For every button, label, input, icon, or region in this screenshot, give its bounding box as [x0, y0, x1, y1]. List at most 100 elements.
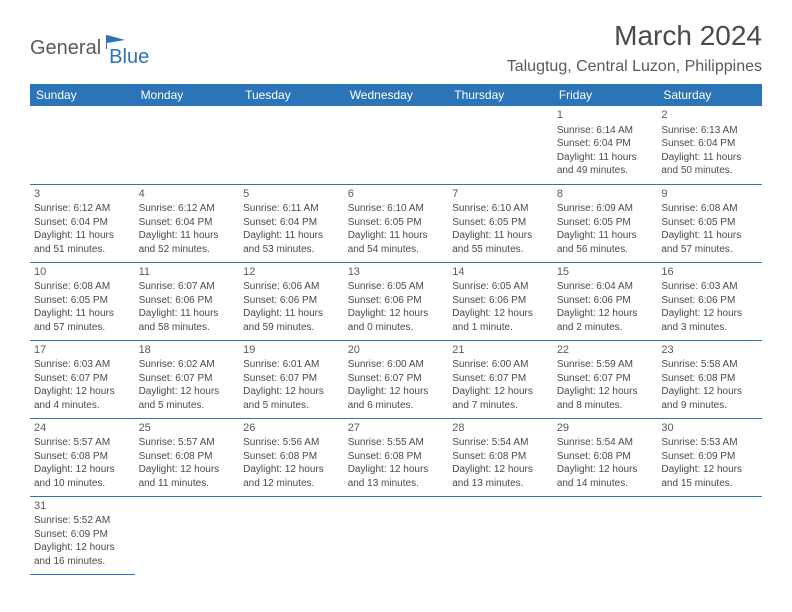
- cell-text: Sunrise: 5:54 AM: [452, 436, 549, 450]
- day-number: 22: [557, 343, 654, 358]
- calendar-cell: [135, 106, 240, 184]
- cell-text: Sunset: 6:09 PM: [661, 450, 758, 464]
- month-title: March 2024: [507, 20, 762, 52]
- cell-text: Sunset: 6:05 PM: [348, 216, 445, 230]
- cell-text: and 8 minutes.: [557, 399, 654, 413]
- cell-text: Sunset: 6:07 PM: [34, 372, 131, 386]
- calendar-cell: [448, 496, 553, 574]
- calendar-cell: 21Sunrise: 6:00 AMSunset: 6:07 PMDayligh…: [448, 340, 553, 418]
- cell-text: Daylight: 11 hours: [661, 229, 758, 243]
- header: General Blue March 2024 Talugtug, Centra…: [30, 20, 762, 76]
- cell-text: Sunset: 6:04 PM: [557, 137, 654, 151]
- cell-text: Daylight: 12 hours: [661, 385, 758, 399]
- calendar-cell: 6Sunrise: 6:10 AMSunset: 6:05 PMDaylight…: [344, 184, 449, 262]
- cell-text: Sunset: 6:08 PM: [139, 450, 236, 464]
- cell-text: Daylight: 11 hours: [557, 229, 654, 243]
- cell-text: and 53 minutes.: [243, 243, 340, 257]
- day-number: 1: [557, 108, 654, 123]
- cell-text: Sunset: 6:04 PM: [661, 137, 758, 151]
- day-number: 19: [243, 343, 340, 358]
- cell-text: Sunset: 6:07 PM: [557, 372, 654, 386]
- day-number: 29: [557, 421, 654, 436]
- cell-text: Sunset: 6:08 PM: [34, 450, 131, 464]
- cell-text: and 58 minutes.: [139, 321, 236, 335]
- day-number: 11: [139, 265, 236, 280]
- cell-text: Sunrise: 6:05 AM: [348, 280, 445, 294]
- calendar-cell: 11Sunrise: 6:07 AMSunset: 6:06 PMDayligh…: [135, 262, 240, 340]
- cell-text: Daylight: 11 hours: [139, 307, 236, 321]
- day-number: 15: [557, 265, 654, 280]
- cell-text: Sunrise: 6:11 AM: [243, 202, 340, 216]
- cell-text: Sunrise: 5:54 AM: [557, 436, 654, 450]
- day-number: 31: [34, 499, 131, 514]
- day-header: Monday: [135, 84, 240, 106]
- calendar-cell: [239, 106, 344, 184]
- calendar-cell: 27Sunrise: 5:55 AMSunset: 6:08 PMDayligh…: [344, 418, 449, 496]
- cell-text: and 55 minutes.: [452, 243, 549, 257]
- day-number: 14: [452, 265, 549, 280]
- day-number: 7: [452, 187, 549, 202]
- calendar-cell: [657, 496, 762, 574]
- cell-text: Daylight: 11 hours: [139, 229, 236, 243]
- cell-text: Sunrise: 5:57 AM: [34, 436, 131, 450]
- cell-text: Sunrise: 5:59 AM: [557, 358, 654, 372]
- day-number: 30: [661, 421, 758, 436]
- day-header-row: Sunday Monday Tuesday Wednesday Thursday…: [30, 84, 762, 106]
- cell-text: and 54 minutes.: [348, 243, 445, 257]
- cell-text: Daylight: 12 hours: [348, 307, 445, 321]
- cell-text: Sunrise: 6:08 AM: [34, 280, 131, 294]
- cell-text: Sunrise: 6:05 AM: [452, 280, 549, 294]
- cell-text: Sunset: 6:07 PM: [139, 372, 236, 386]
- cell-text: Daylight: 11 hours: [452, 229, 549, 243]
- cell-text: and 50 minutes.: [661, 164, 758, 178]
- cell-text: Daylight: 12 hours: [348, 385, 445, 399]
- cell-text: and 7 minutes.: [452, 399, 549, 413]
- calendar-cell: 12Sunrise: 6:06 AMSunset: 6:06 PMDayligh…: [239, 262, 344, 340]
- calendar-cell: 20Sunrise: 6:00 AMSunset: 6:07 PMDayligh…: [344, 340, 449, 418]
- cell-text: and 4 minutes.: [34, 399, 131, 413]
- cell-text: Sunrise: 5:53 AM: [661, 436, 758, 450]
- cell-text: Daylight: 11 hours: [34, 307, 131, 321]
- day-number: 24: [34, 421, 131, 436]
- calendar-cell: [344, 106, 449, 184]
- calendar-cell: [448, 106, 553, 184]
- cell-text: and 5 minutes.: [139, 399, 236, 413]
- calendar-week-row: 10Sunrise: 6:08 AMSunset: 6:05 PMDayligh…: [30, 262, 762, 340]
- calendar-cell: 22Sunrise: 5:59 AMSunset: 6:07 PMDayligh…: [553, 340, 658, 418]
- cell-text: Daylight: 12 hours: [139, 385, 236, 399]
- day-number: 25: [139, 421, 236, 436]
- day-number: 3: [34, 187, 131, 202]
- location-subtitle: Talugtug, Central Luzon, Philippines: [507, 58, 762, 76]
- calendar-cell: 16Sunrise: 6:03 AMSunset: 6:06 PMDayligh…: [657, 262, 762, 340]
- cell-text: Sunset: 6:06 PM: [661, 294, 758, 308]
- cell-text: Daylight: 11 hours: [243, 307, 340, 321]
- day-number: 20: [348, 343, 445, 358]
- cell-text: Sunrise: 6:12 AM: [139, 202, 236, 216]
- cell-text: Daylight: 12 hours: [452, 463, 549, 477]
- cell-text: Sunrise: 6:10 AM: [348, 202, 445, 216]
- cell-text: Sunrise: 5:58 AM: [661, 358, 758, 372]
- day-header: Wednesday: [344, 84, 449, 106]
- cell-text: Sunrise: 6:06 AM: [243, 280, 340, 294]
- calendar-cell: 30Sunrise: 5:53 AMSunset: 6:09 PMDayligh…: [657, 418, 762, 496]
- day-number: 5: [243, 187, 340, 202]
- cell-text: and 9 minutes.: [661, 399, 758, 413]
- cell-text: Sunset: 6:08 PM: [557, 450, 654, 464]
- cell-text: Daylight: 12 hours: [243, 385, 340, 399]
- cell-text: Sunset: 6:06 PM: [348, 294, 445, 308]
- cell-text: Sunrise: 6:00 AM: [452, 358, 549, 372]
- cell-text: Sunset: 6:08 PM: [661, 372, 758, 386]
- cell-text: Daylight: 12 hours: [557, 307, 654, 321]
- cell-text: and 5 minutes.: [243, 399, 340, 413]
- cell-text: Sunset: 6:08 PM: [243, 450, 340, 464]
- calendar-cell: 7Sunrise: 6:10 AMSunset: 6:05 PMDaylight…: [448, 184, 553, 262]
- cell-text: Sunset: 6:07 PM: [243, 372, 340, 386]
- cell-text: Sunset: 6:05 PM: [557, 216, 654, 230]
- cell-text: and 15 minutes.: [661, 477, 758, 491]
- calendar-cell: [30, 106, 135, 184]
- cell-text: Sunrise: 6:01 AM: [243, 358, 340, 372]
- calendar-cell: 2Sunrise: 6:13 AMSunset: 6:04 PMDaylight…: [657, 106, 762, 184]
- cell-text: Daylight: 12 hours: [557, 385, 654, 399]
- day-number: 17: [34, 343, 131, 358]
- cell-text: and 10 minutes.: [34, 477, 131, 491]
